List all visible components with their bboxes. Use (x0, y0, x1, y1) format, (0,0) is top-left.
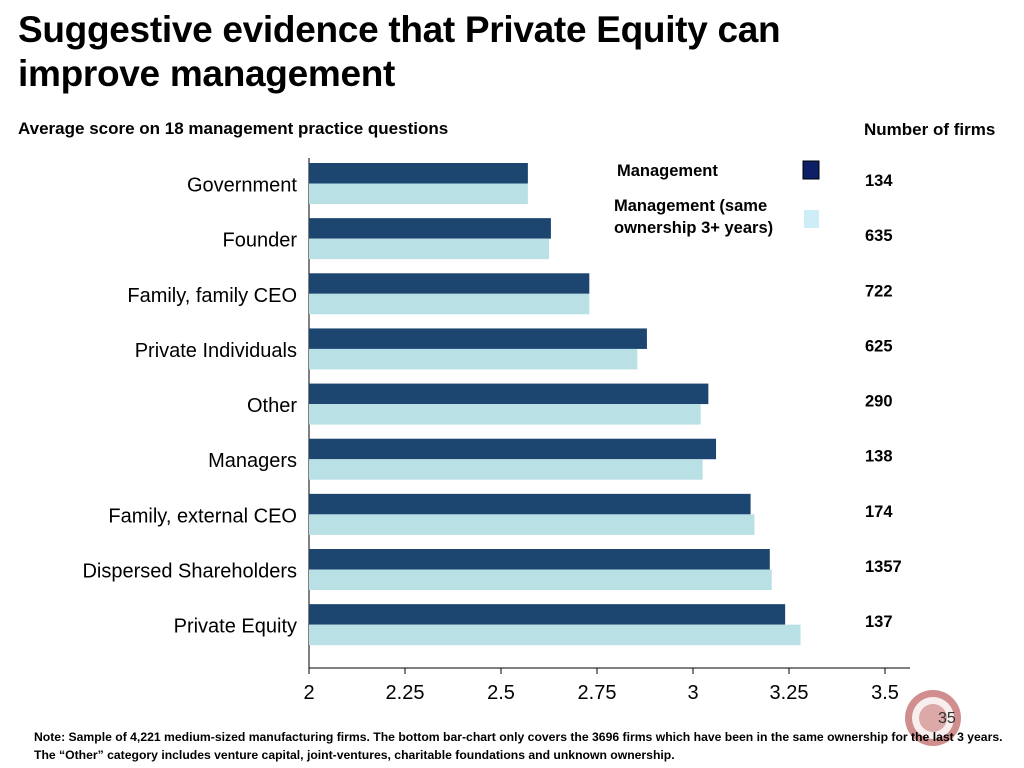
firm-count-4: 290 (865, 393, 893, 411)
x-tick-label-0: 2 (303, 682, 314, 704)
category-label-2: Family, family CEO (127, 285, 297, 307)
x-tick-label-4: 3 (687, 682, 698, 704)
bar-management-same-2 (309, 293, 590, 315)
bar-management-7 (309, 549, 770, 570)
category-label-0: Government (187, 175, 297, 197)
legend-swatch-management-same (804, 210, 819, 228)
bar-management-same-8 (309, 624, 801, 646)
university-seal-icon (905, 690, 961, 746)
legend-label-management-same: Management (same ownership 3+ years) (614, 197, 774, 237)
bar-management-6 (309, 493, 751, 515)
bar-chart: 2 2.25 2.5 2.75 3 3.25 3.5 Government 134 Founder… (82, 158, 910, 704)
legend-swatch-management (802, 160, 820, 180)
firm-count-1: 635 (865, 227, 893, 245)
bar-management-same-3 (309, 348, 638, 370)
page-title: Suggestive evidence that Private Equity … (18, 9, 781, 94)
category-label-5: Managers (208, 450, 297, 472)
bar-management-same-0 (309, 183, 528, 204)
bar-management-8 (309, 604, 786, 625)
category-label-6: Family, external CEO (108, 505, 297, 527)
number-of-firms-header: Number of firms (864, 120, 996, 139)
bar-management-0 (309, 163, 528, 184)
bar-management-1 (309, 218, 551, 239)
bar-management-3 (309, 328, 647, 349)
bar-management-same-5 (309, 459, 703, 480)
page-number: 35 (938, 710, 956, 727)
bar-management-same-6 (309, 514, 755, 535)
x-tick-label-3: 2.75 (578, 682, 617, 704)
category-label-1: Founder (223, 230, 298, 252)
category-label-4: Other (247, 395, 297, 417)
legend-label-management: Management (617, 162, 718, 180)
bar-management-same-7 (309, 569, 772, 591)
bar-management-4 (309, 383, 709, 405)
category-label-7: Dispersed Shareholders (82, 561, 297, 583)
bar-management-same-1 (309, 238, 549, 260)
x-tick-label-6: 3.5 (871, 682, 899, 704)
footnote: Note: Sample of 4,221 medium-sized manuf… (34, 730, 1003, 762)
x-tick-label-1: 2.25 (386, 682, 425, 704)
chart-title: Average score on 18 management practice … (18, 119, 449, 138)
bar-management-same-4 (309, 404, 701, 425)
firm-count-2: 722 (865, 282, 893, 300)
bar-management-2 (309, 273, 590, 294)
x-tick-label-5: 3.25 (770, 682, 809, 704)
x-tick-label-2: 2.5 (487, 682, 515, 704)
firm-count-0: 134 (865, 172, 893, 190)
firm-count-5: 138 (865, 448, 893, 466)
firm-count-6: 174 (865, 503, 893, 521)
firm-count-8: 137 (865, 613, 893, 631)
category-label-8: Private Equity (174, 616, 297, 638)
bar-management-5 (309, 438, 717, 460)
firm-count-3: 625 (865, 337, 893, 355)
category-label-3: Private Individuals (135, 340, 297, 362)
firm-count-7: 1357 (865, 558, 902, 576)
